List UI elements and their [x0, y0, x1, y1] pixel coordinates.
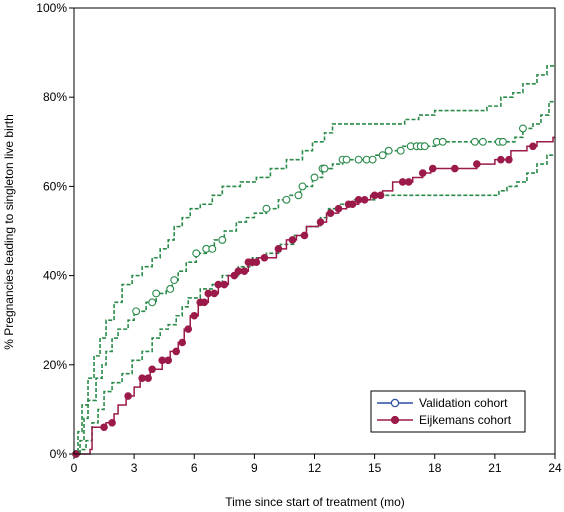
censor-marker-validation	[294, 191, 303, 200]
censor-marker-eijkemans	[124, 392, 132, 400]
censor-marker-eijkemans	[274, 245, 283, 253]
censor-marker-validation	[152, 289, 161, 298]
censor-marker-validation	[320, 164, 329, 173]
censor-marker-validation	[218, 235, 227, 244]
censor-marker-eijkemans	[200, 298, 209, 307]
censor-marker-eijkemans	[252, 258, 261, 267]
censor-marker-validation	[298, 182, 307, 191]
ci-line-lower	[74, 154, 555, 455]
censor-marker-eijkemans	[300, 231, 309, 240]
censor-marker-validation	[148, 298, 157, 307]
censor-marker-validation	[438, 137, 447, 146]
y-tick-label: 60%	[43, 179, 67, 193]
x-tick-label: 6	[191, 461, 198, 475]
censor-marker-validation	[354, 155, 363, 164]
censor-marker-validation	[192, 249, 201, 258]
censor-marker-validation	[132, 307, 141, 316]
censor-marker-validation	[208, 244, 217, 253]
x-tick-label: 12	[308, 461, 322, 475]
censor-marker-validation	[518, 124, 527, 133]
censor-marker-eijkemans	[220, 280, 229, 289]
censor-marker-eijkemans	[184, 325, 193, 333]
censor-marker-validation	[262, 204, 271, 213]
censor-marker-validation	[470, 137, 479, 146]
censor-marker-eijkemans	[360, 195, 369, 204]
censor-marker-eijkemans	[348, 200, 357, 209]
censor-marker-eijkemans	[108, 418, 116, 427]
plot-frame	[73, 7, 556, 455]
x-tick-label: 24	[548, 461, 562, 475]
y-axis-title: % Pregnancies leading to singleton live …	[2, 114, 16, 349]
y-tick-label: 80%	[43, 90, 67, 104]
x-axis-title: Time since start of treatment (mo)	[225, 495, 405, 509]
censor-marker-validation	[342, 155, 351, 164]
legend-marker-eijkemans	[390, 415, 400, 425]
axis-ticks	[69, 7, 556, 459]
ci-line-lower	[74, 100, 555, 455]
tick-labels: 0 3 6 9 12 15 18 21 24 0% 20% 40% 60% 80% 100%	[36, 1, 562, 475]
y-tick-label: 40%	[43, 269, 67, 283]
censor-marker-eijkemans	[428, 164, 437, 173]
x-tick-label: 9	[251, 461, 258, 475]
censor-marker-eijkemans	[334, 204, 343, 213]
legend: Validation cohort Eijkemans cohort	[370, 390, 526, 433]
censor-marker-eijkemans	[529, 142, 537, 151]
censor-marker-validation	[368, 155, 377, 164]
censor-marker-eijkemans	[376, 191, 385, 200]
censor-marker-eijkemans	[497, 155, 505, 164]
x-tick-label: 15	[368, 461, 382, 475]
censor-marker-eijkemans	[316, 218, 325, 226]
censor-marker-validation	[478, 137, 487, 146]
legend-box	[370, 390, 526, 433]
legend-marker-validation	[390, 398, 400, 408]
y-tick-label: 0%	[50, 447, 68, 461]
x-tick-label: 0	[71, 461, 78, 475]
censor-marker-eijkemans	[473, 160, 481, 168]
y-tick-label: 20%	[43, 358, 67, 372]
censor-marker-validation	[170, 276, 179, 285]
legend-label-validation: Validation cohort	[419, 396, 508, 410]
censor-marker-validation	[384, 146, 393, 155]
censor-marker-eijkemans	[148, 365, 156, 374]
censor-marker-eijkemans	[326, 209, 335, 217]
ci-line-upper	[74, 65, 555, 455]
censor-marker-eijkemans	[178, 338, 187, 347]
censor-marker-validation	[498, 137, 507, 146]
censor-marker-validation	[420, 142, 429, 151]
censor-marker-eijkemans	[505, 155, 513, 164]
censor-marker-eijkemans	[288, 236, 297, 244]
x-tick-label: 3	[131, 461, 138, 475]
censor-marker-validation	[282, 195, 291, 204]
censor-marker-eijkemans	[418, 169, 427, 177]
series-layer	[72, 65, 555, 458]
censor-marker-eijkemans	[240, 267, 249, 275]
censor-marker-validation	[166, 285, 175, 293]
censor-marker-eijkemans	[144, 374, 152, 382]
censor-marker-validation	[310, 173, 319, 182]
censor-marker-validation	[378, 151, 387, 160]
censor-marker-eijkemans	[172, 347, 181, 356]
y-tick-label: 100%	[36, 1, 67, 15]
censor-marker-validation	[396, 146, 405, 155]
censor-marker-eijkemans	[404, 178, 413, 186]
x-tick-label: 18	[428, 461, 442, 475]
censor-marker-eijkemans	[190, 311, 199, 320]
legend-label-eijkemans: Eijkemans cohort	[419, 413, 512, 427]
censor-marker-eijkemans	[260, 253, 269, 262]
censor-marker-eijkemans	[164, 356, 172, 365]
x-tick-label: 21	[488, 461, 502, 475]
censor-marker-eijkemans	[450, 164, 459, 173]
censor-marker-eijkemans	[210, 289, 219, 298]
censor-marker-eijkemans	[100, 423, 108, 432]
